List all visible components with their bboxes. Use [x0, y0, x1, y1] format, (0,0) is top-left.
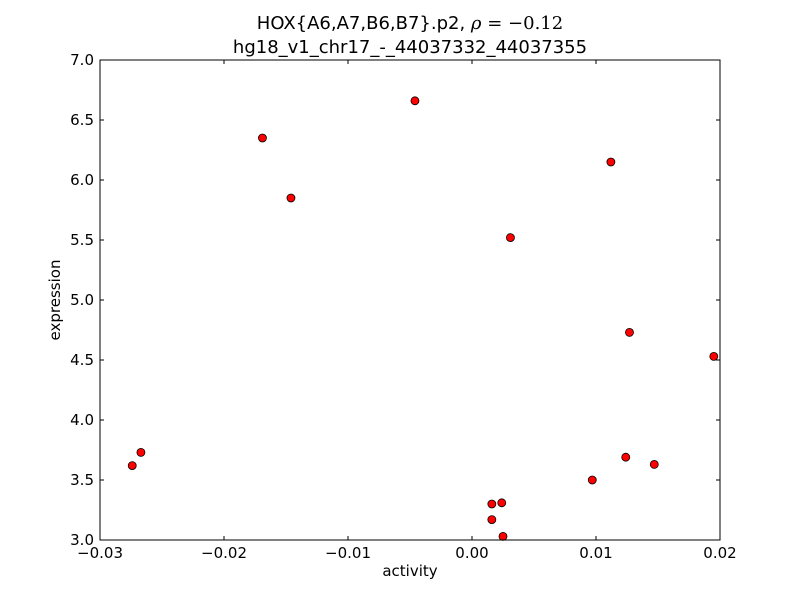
- y-tick-label: 5.5: [70, 231, 94, 249]
- y-tick-label: 6.0: [70, 171, 94, 189]
- chart-title-prefix: HOX{A6,A7,B6,B7}.p2,: [257, 13, 471, 34]
- x-tick-label: 0.00: [455, 544, 488, 562]
- data-point: [410, 96, 420, 106]
- data-point: [497, 498, 507, 508]
- plot-area: −0.03 −0.02 −0.01 0.00 0.01 0.02 3.0 3.5 4.0 4.5 5…: [70, 51, 737, 562]
- y-tick-label: 3.5: [70, 471, 94, 489]
- y-tick-label: 6.5: [70, 111, 94, 129]
- data-point: [606, 157, 616, 167]
- data-point: [498, 532, 508, 541]
- data-point: [625, 327, 634, 337]
- y-axis-label: expression: [46, 260, 64, 341]
- data-point: [587, 475, 597, 485]
- axes-frame: [99, 59, 721, 541]
- data-point: [487, 515, 497, 524]
- chart-title-rho-symbol: ρ: [470, 13, 482, 34]
- chart-title: HOX{A6,A7,B6,B7}.p2, ρ = −0.12: [257, 13, 563, 34]
- data-point: [621, 452, 631, 462]
- data-point: [127, 461, 137, 471]
- y-tick-label: 7.0: [70, 51, 94, 69]
- x-tick-label: −0.03: [77, 544, 123, 562]
- x-tick-label: 0.02: [703, 544, 736, 562]
- data-point: [487, 499, 497, 509]
- x-tick-label: −0.02: [201, 544, 247, 562]
- x-tick-label: 0.01: [579, 544, 612, 562]
- chart-title-rho-value: = −0.12: [482, 13, 564, 34]
- y-tick-label: 5.0: [70, 291, 94, 309]
- chart-subtitle: hg18_v1_chr17_-_44037332_44037355: [233, 37, 587, 58]
- y-tick-label: 3.0: [70, 531, 94, 549]
- data-point: [286, 193, 296, 203]
- data-point: [506, 233, 515, 243]
- data-point: [258, 133, 267, 143]
- x-tick-label: −0.01: [325, 544, 371, 562]
- y-tick-label: 4.0: [70, 411, 94, 429]
- x-axis-label: activity: [382, 562, 437, 580]
- data-point: [709, 351, 719, 361]
- y-tick-label: 4.5: [70, 351, 94, 369]
- data-point: [649, 459, 659, 469]
- data-point: [136, 447, 146, 457]
